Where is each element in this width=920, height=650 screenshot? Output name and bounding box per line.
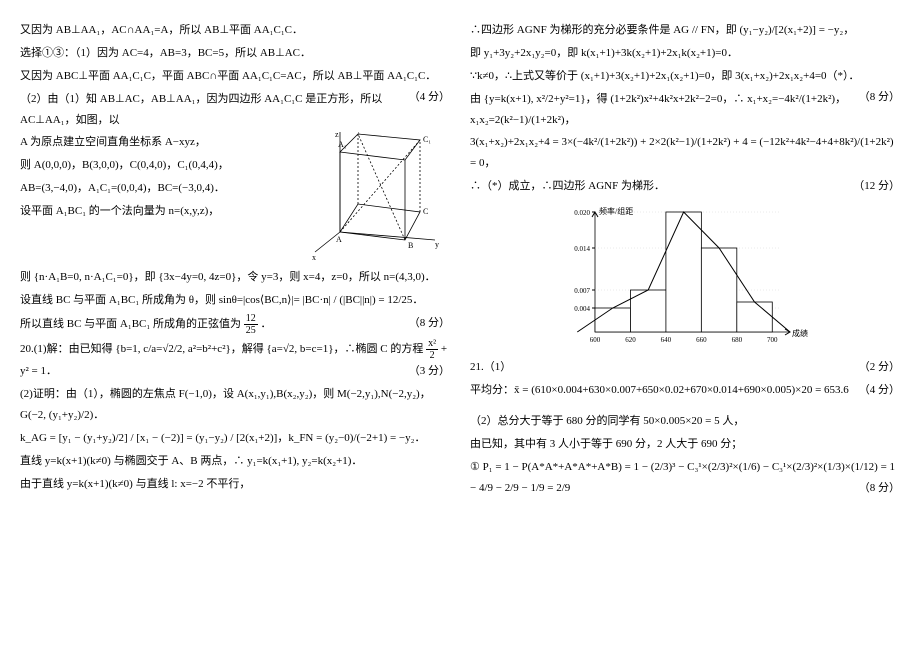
text-line: 所以直线 BC 与平面 A₁BC₁ 所成角的正弦值为 1225 ． （8 分） (20, 313, 450, 336)
svg-text:600: 600 (590, 336, 601, 344)
score: （2 分） (859, 357, 900, 378)
text-line: 3(x₁+x₂)+2x₁x₂+4 = 3×(−4k²/(1+2k²)) + 2×… (470, 132, 900, 174)
svg-text:660: 660 (696, 336, 707, 344)
text: 20.(1)解：由已知得 {b=1, c/a=√2/2, a²=b²+c²}，解… (20, 343, 426, 355)
text-line: k_AG = [y₁ − (y₁+y₂)/2] / [x₁ − (−2)] = … (20, 428, 450, 449)
text: ① P₁ = 1 − P(A*A*+A*A*+A*B) = 1 − (2/3)³… (470, 461, 895, 494)
score: （3 分） (409, 361, 450, 382)
text-line: 直线 y=k(x+1)(k≠0) 与椭圆交于 A、B 两点，∴ y₁=k(x₁+… (20, 451, 450, 472)
text-line: 21.（1） （2 分） (470, 357, 900, 378)
svg-text:B₁: B₁ (352, 132, 360, 134)
text: ． (260, 318, 271, 330)
text-line: 20.(1)解：由已知得 {b=1, c/a=√2/2, a²=b²+c²}，解… (20, 338, 450, 382)
text-line: (2)证明：由（1），椭圆的左焦点 F(−1,0)，设 A(x₁,y₁),B(x… (20, 384, 450, 426)
text-line: 即 y₁+3y₂+2x₁y₂=0，即 k(x₁+1)+3k(x₂+1)+2x₁k… (470, 43, 900, 64)
svg-text:680: 680 (732, 336, 743, 344)
text: 所以直线 BC 与平面 A₁BC₁ 所成角的正弦值为 (20, 318, 244, 330)
svg-text:A: A (336, 235, 342, 244)
text: 平均分：x̄ = (610×0.004+630×0.007+650×0.02+6… (470, 384, 849, 396)
svg-text:B: B (408, 241, 413, 250)
svg-text:0.007: 0.007 (574, 287, 590, 295)
fraction: x²2 (426, 338, 438, 361)
score: （8 分） (409, 313, 450, 334)
score: （8 分） (859, 478, 900, 499)
text-line: （2）由（1）知 AB⊥AC，AB⊥AA₁，因为四边形 AA₁C₁C 是正方形，… (20, 89, 450, 131)
text: 21.（1） (470, 361, 511, 373)
text-line: 选择①③：（1）因为 AC=4，AB=3，BC=5，所以 AB⊥AC． (20, 43, 450, 64)
text-line: ∴（*）成立，∴四边形 AGNF 为梯形． （12 分） (470, 176, 900, 197)
text-line: 由于直线 y=k(x+1)(k≠0) 与直线 l: x=−2 不平行， (20, 474, 450, 495)
text-line: 设直线 BC 与平面 A₁BC₁ 所成角为 θ，则 sinθ=|cos⟨BC,n… (20, 290, 450, 311)
svg-text:C₁: C₁ (423, 135, 431, 144)
text-line: 由 {y=k(x+1), x²/2+y²=1}，得 (1+2k²)x²+4k²x… (470, 89, 900, 131)
fraction: 1225 (244, 313, 258, 336)
score: （4 分） (859, 380, 900, 401)
svg-text:x: x (312, 253, 316, 262)
text-line: ∴四边形 AGNF 为梯形的充分必要条件是 AG // FN，即 (y₁−y₂)… (470, 20, 900, 41)
score: （12 分） (853, 176, 900, 197)
text-line: （2）总分大于等于 680 分的同学有 50×0.005×20 = 5 人， (470, 411, 900, 432)
text-line: 平均分：x̄ = (610×0.004+630×0.007+650×0.02+6… (470, 380, 900, 401)
text-line: ∵k≠0，∴上式又等价于 (x₁+1)+3(x₂+1)+2x₁(x₂+1)=0，… (470, 66, 900, 87)
text: ∴（*）成立，∴四边形 AGNF 为梯形． (470, 180, 665, 192)
svg-text:0.014: 0.014 (574, 245, 590, 253)
svg-text:700: 700 (767, 336, 778, 344)
geometry-figure: A B C A₁ C₁ B₁ y x z (310, 132, 450, 262)
right-column: ∴四边形 AGNF 为梯形的充分必要条件是 AG // FN，即 (y₁−y₂)… (470, 20, 900, 630)
left-column: 又因为 AB⊥AA₁，AC∩AA₁=A，所以 AB⊥平面 AA₁C₁C． 选择①… (20, 20, 450, 630)
text: 又因为 ABC⊥平面 AA₁C₁C，平面 ABC∩平面 AA₁C₁C=AC，所以… (20, 70, 436, 82)
svg-text:成绩: 成绩 (792, 328, 808, 338)
svg-text:0.004: 0.004 (574, 305, 590, 313)
text-line: 由已知，其中有 3 人小于等于 690 分，2 人大于 690 分； (470, 434, 900, 455)
text-line: 又因为 ABC⊥平面 AA₁C₁C，平面 ABC∩平面 AA₁C₁C=AC，所以… (20, 66, 450, 87)
svg-text:620: 620 (625, 336, 636, 344)
svg-text:y: y (435, 240, 439, 249)
histogram-chart: 频率/组距成绩 0.004 0.007 0.014 0.020 600 620 640 660 6… (555, 202, 815, 352)
score: （4 分） (409, 87, 450, 108)
svg-text:z: z (335, 132, 339, 139)
text-line: 则 {n·A₁B=0, n·A₁C₁=0}，即 {3x−4y=0, 4z=0}，… (20, 267, 450, 288)
svg-text:640: 640 (661, 336, 672, 344)
svg-text:A₁: A₁ (338, 140, 347, 149)
svg-text:频率/组距: 频率/组距 (599, 206, 633, 216)
svg-text:C: C (423, 207, 428, 216)
svg-text:0.020: 0.020 (574, 209, 590, 217)
text-line: 又因为 AB⊥AA₁，AC∩AA₁=A，所以 AB⊥平面 AA₁C₁C． (20, 20, 450, 41)
text-line: ① P₁ = 1 − P(A*A*+A*A*+A*B) = 1 − (2/3)³… (470, 457, 900, 499)
text: ∵k≠0，∴上式又等价于 (x₁+1)+3(x₂+1)+2x₁(x₂+1)=0，… (470, 70, 860, 82)
score: （8 分） (859, 87, 900, 108)
